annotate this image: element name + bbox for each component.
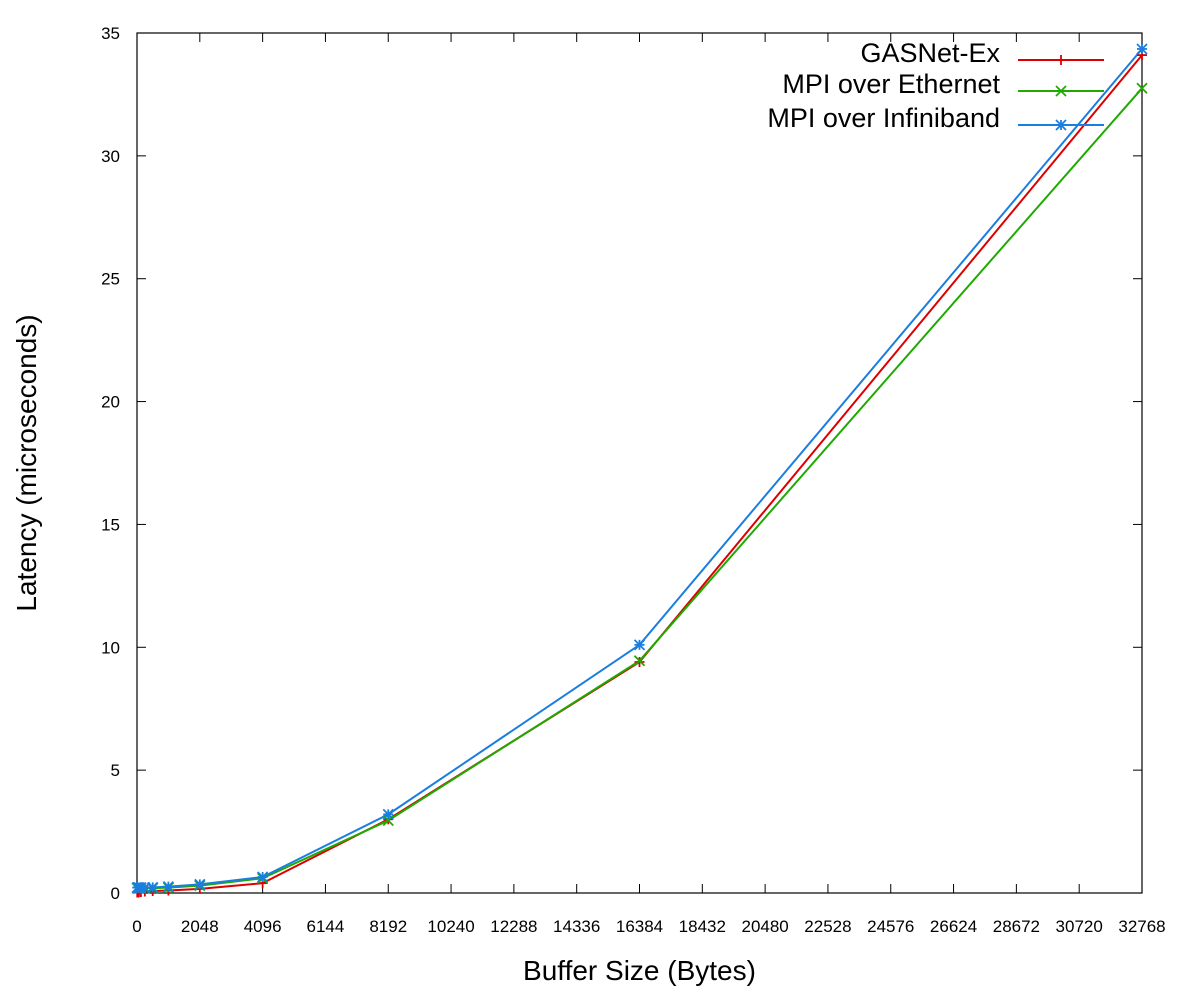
x-tick-label: 20480	[741, 917, 788, 936]
data-point	[194, 878, 206, 891]
point-marker-d2	[633, 639, 646, 651]
data-point	[1136, 82, 1148, 94]
data-point	[382, 808, 394, 821]
x-tick-label: 0	[132, 917, 141, 936]
y-tick-label: 30	[101, 147, 120, 166]
y-tick-label: 10	[101, 638, 120, 657]
data-point	[256, 871, 269, 883]
point-marker-d2	[1136, 82, 1148, 94]
y-tick-label: 20	[101, 393, 120, 412]
x-tick-label: 10240	[427, 917, 474, 936]
x-tick-label: 24576	[867, 917, 914, 936]
point-marker-d2	[633, 655, 646, 667]
x-tick-label: 6144	[307, 917, 345, 936]
legend-label: MPI over Ethernet	[782, 69, 1000, 99]
series-line-1	[136, 87, 1143, 890]
x-axis-title: Buffer Size (Bytes)	[523, 955, 756, 986]
x-tick-label: 8192	[369, 917, 407, 936]
x-tick-label: 14336	[553, 917, 600, 936]
x-tick-label: 4096	[244, 917, 282, 936]
x-tick-label: 18432	[679, 917, 726, 936]
point-marker-d2	[139, 881, 151, 894]
point-marker-d2	[382, 808, 394, 821]
x-tick-label: 28672	[993, 917, 1040, 936]
y-axis-title: Latency (microseconds)	[11, 314, 42, 611]
series-line-2	[136, 48, 1143, 889]
legend-marker-d2	[1055, 85, 1067, 97]
legend-item: MPI over Ethernet	[782, 69, 1104, 99]
legend-item: MPI over Infiniband	[767, 103, 1104, 133]
point-marker-d2	[147, 881, 159, 893]
point-marker-d2	[162, 880, 175, 893]
data-point	[147, 881, 159, 893]
legend-item: GASNet-Ex	[860, 38, 1104, 68]
axis-ticks: 0 5 10 15 20 25 30 35 0 2048 4096 6144 8192 10240 1228…	[101, 24, 1166, 936]
data-point	[633, 655, 646, 667]
x-tick-label: 12288	[490, 917, 537, 936]
point-marker-d2	[1136, 43, 1148, 55]
x-tick-label: 22528	[804, 917, 851, 936]
plot-area	[136, 32, 1143, 894]
y-tick-label: 0	[111, 884, 120, 903]
plot-border	[136, 32, 1143, 894]
series-lines	[136, 48, 1143, 894]
legend-label: GASNet-Ex	[860, 38, 1000, 68]
x-tick-label: 30720	[1056, 917, 1103, 936]
y-tick-label: 5	[111, 761, 120, 780]
series-markers	[131, 43, 1148, 898]
point-marker-d2	[256, 871, 269, 883]
data-point	[1136, 43, 1148, 55]
x-tick-label: 32768	[1118, 917, 1165, 936]
y-tick-label: 15	[101, 515, 120, 534]
x-tick-label: 16384	[616, 917, 663, 936]
y-tick-label: 25	[101, 270, 120, 289]
x-tick-label: 26624	[930, 917, 977, 936]
data-point	[162, 880, 175, 893]
legend-marker-d2	[1055, 119, 1067, 131]
y-tick-label: 35	[101, 24, 120, 43]
x-tick-label: 2048	[181, 917, 219, 936]
legend-label: MPI over Infiniband	[767, 103, 1000, 133]
point-marker-d2	[194, 878, 206, 891]
series-line-0	[136, 54, 1143, 894]
data-point	[633, 639, 646, 651]
